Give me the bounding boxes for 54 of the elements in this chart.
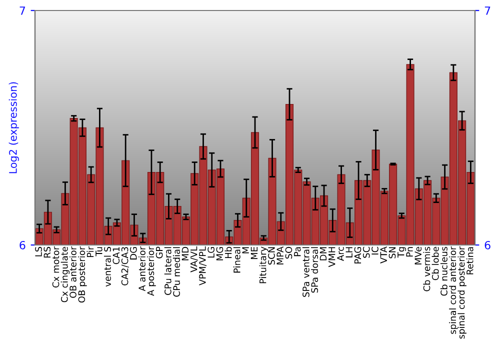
x-tick-label: Pituitary [259,246,268,284]
x-tick-label: Cb nucleus [440,246,448,296]
x-tick-label: Hb [224,246,232,258]
x-tick-label: Tu [96,247,102,256]
x-tick-label: Cb lobe [432,246,439,280]
x-tick-label: Pa [294,247,301,256]
x-tick-label: DG [130,247,137,260]
x-tick-label: Cb vermis [423,246,430,292]
x-tick-label: MG [216,247,224,260]
x-tick-label: LG [208,247,214,258]
x-tick-label: MD [182,246,188,260]
x-tick-label: IC [372,246,378,254]
x-tick-label: VTA [380,246,387,264]
x-tick-label: SPa dorsal [311,247,318,293]
x-tick-label: SN [388,247,396,258]
x-tick-label: OB anterior [69,246,76,298]
x-tick-label: MPA [276,246,284,264]
x-tick-label: LH [346,247,352,258]
x-tick-label: Arc [337,246,344,261]
x-tick-label: VPM/VPL [199,246,207,286]
x-tick-label: CA2/CA3 [121,247,129,286]
x-tick-label: PAG [354,247,362,264]
y2-tick-label: 7 [484,6,490,15]
x-tick-label: SO [285,246,292,259]
x-tick-label: Tg [398,247,406,258]
x-tick-label: A posterior [147,246,156,296]
x-tick-label: SPa ventral [302,247,310,297]
x-tick-label: Retina [466,247,474,274]
x-tick-label: CA1 [112,247,120,264]
y-axis-title: Log2 (expression) [8,82,19,174]
x-tick-label: spinal cord posterior [458,246,466,339]
x-tick-label: VMH [328,247,336,268]
x-tick-label: A anterior [138,246,146,292]
x-tick-label: Cx motor [52,246,60,288]
x-tick-label: MVe [414,246,422,264]
x-tick-label: Pineal [233,247,240,273]
x-tick-label: VA/VL [190,246,198,272]
x-tick-label: DM [320,247,327,260]
x-tick-label: SC [362,246,370,258]
x-tick-label: Pn [406,247,413,257]
x-tick-label: CPu lateral [164,247,172,295]
y2-tick-label: 6 [484,240,490,250]
x-tick-label: OB posterior [78,246,87,303]
x-tick-label: ventral S [104,246,111,287]
x-tick-label: spinal cord anterior [449,246,458,334]
x-tick-label: CPu medial [172,247,180,297]
x-tick-label: M [242,247,249,254]
x-tick-label: ME [250,246,258,259]
x-tick-label: RS [44,246,51,258]
x-tick-label: Cx cingulate [60,246,70,302]
x-tick-label: GP [156,246,163,258]
x-tick-label: LS [35,246,42,256]
x-tick-label: Pir [86,246,94,257]
x-tick-label: SCN [268,247,275,265]
